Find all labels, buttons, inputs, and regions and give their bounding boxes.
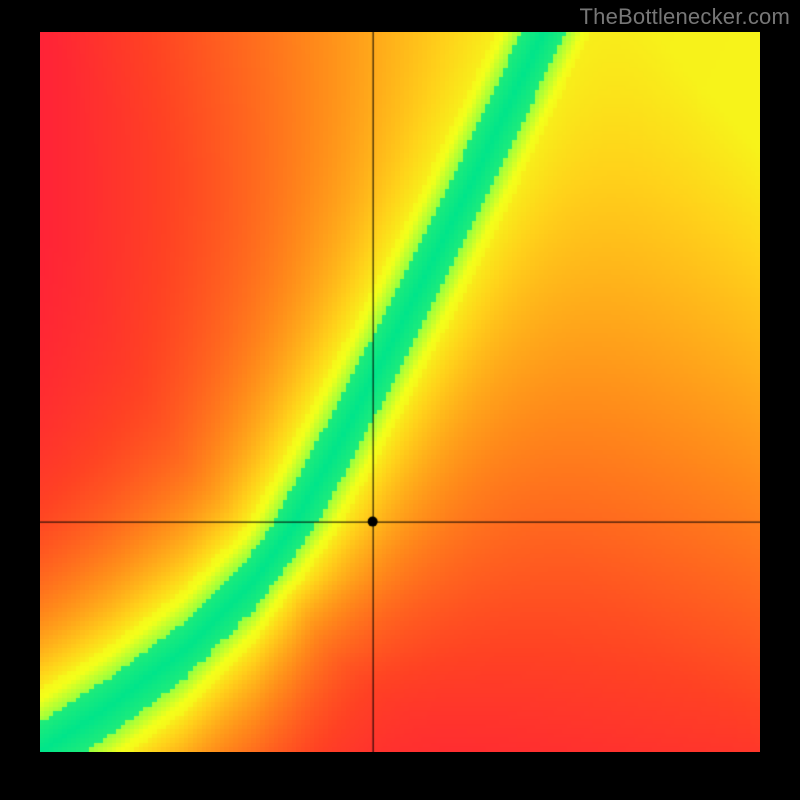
bottleneck-heatmap xyxy=(40,32,760,752)
watermark-text: TheBottlenecker.com xyxy=(580,4,790,30)
